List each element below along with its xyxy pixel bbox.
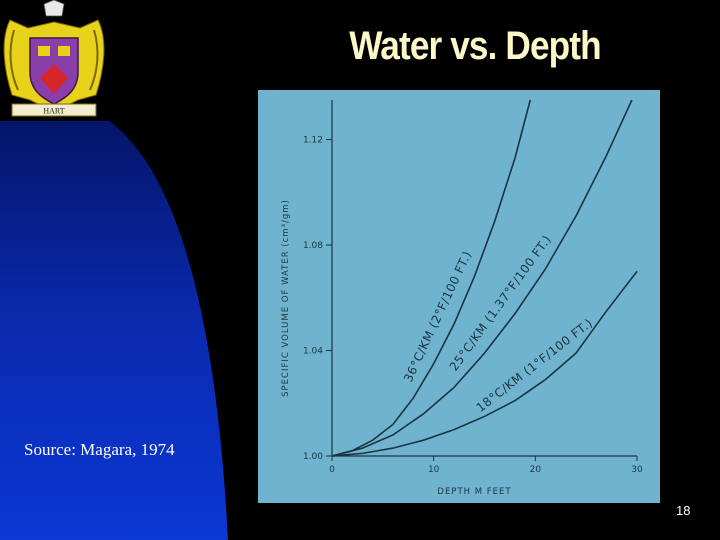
x-tick-label: 0 — [329, 465, 335, 475]
y-tick-label: 1.12 — [303, 136, 323, 146]
series-line-2 — [331, 99, 633, 457]
y-tick-label: 1.04 — [303, 347, 323, 357]
y-tick-label: 1.08 — [303, 241, 323, 251]
page-title: Water vs. Depth — [349, 24, 601, 68]
series-line-3 — [331, 270, 638, 457]
x-axis-title: DEPTH M FEET — [437, 487, 511, 497]
series-label-3: 18°C/KM (1°F/100 FT.) — [474, 316, 596, 415]
source-caption: Source: Magara, 1974 — [24, 440, 175, 459]
x-tick-label: 20 — [530, 465, 542, 475]
y-axis-title: SPECIFIC VOLUME OF WATER (cm³/gm) — [281, 199, 291, 397]
page-number: 18 — [676, 503, 691, 518]
blue-panel — [0, 120, 228, 540]
coat-of-arms-icon: HART — [0, 0, 108, 121]
x-tick-label: 30 — [631, 465, 643, 475]
series-line-1 — [331, 99, 532, 457]
chart-panel: 1.00 1.04 1.08 1.12 0 10 20 30 DEPTH M FEET SPECI… — [258, 90, 660, 503]
depth-chart: 1.00 1.04 1.08 1.12 0 10 20 30 DEPTH M FEET SPECI… — [281, 99, 643, 497]
x-tick-label: 10 — [428, 465, 440, 475]
crest-banner-text: HART — [43, 107, 64, 116]
y-tick-label: 1.00 — [303, 452, 323, 462]
